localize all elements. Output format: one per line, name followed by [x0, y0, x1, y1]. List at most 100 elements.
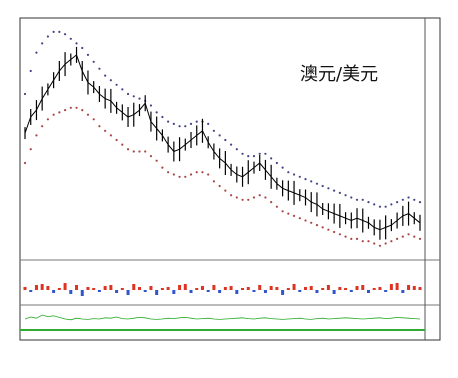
upper-channel-point	[281, 166, 284, 169]
indicator-bar	[172, 290, 176, 294]
upper-channel-point	[378, 205, 382, 208]
lower-channel-point	[81, 109, 84, 112]
indicator-bar	[103, 286, 107, 290]
upper-channel-point	[333, 189, 336, 192]
indicator-bars-group	[23, 283, 422, 296]
indicator-bar	[269, 286, 273, 290]
lower-channel-point	[207, 173, 210, 176]
indicator-bar	[46, 286, 50, 290]
lower-channel-point	[384, 242, 387, 245]
upper-channel-point	[81, 46, 84, 50]
upper-channel-point	[224, 138, 227, 142]
indicator-bar	[384, 290, 388, 292]
indicator-bar	[338, 287, 342, 290]
upper-channel-point	[92, 60, 95, 63]
lower-channel-point	[350, 237, 353, 240]
indicator-bar	[155, 290, 159, 295]
lower-channel-point	[378, 244, 382, 247]
upper-channel-point	[315, 182, 319, 185]
upper-channel-point	[275, 161, 278, 165]
indicator-bar	[69, 290, 73, 294]
chart-border	[19, 17, 441, 341]
upper-channel-point	[304, 178, 307, 181]
lower-channel-point	[418, 237, 422, 240]
upper-channel-point	[292, 173, 296, 176]
indicator-bar	[149, 286, 153, 290]
upper-channel-point	[161, 115, 164, 119]
lower-channel-point	[86, 113, 90, 116]
indicator-bar	[223, 287, 227, 290]
lower-channel-point	[104, 129, 107, 132]
lower-channel-point	[63, 109, 67, 112]
lower-channel-point	[327, 228, 330, 231]
upper-channel-point	[121, 88, 124, 91]
lower-channel-point	[287, 212, 290, 215]
indicator-bar	[23, 287, 27, 290]
lower-channel-point	[241, 198, 244, 201]
lower-channel-point	[292, 214, 296, 217]
lower-channel-point	[247, 198, 250, 201]
upper-channel-point	[184, 125, 187, 128]
lower-channel-point	[138, 150, 141, 153]
upper-channel-point	[247, 155, 250, 158]
indicator-bar	[252, 290, 256, 292]
indicator-bar	[235, 290, 239, 294]
lower-channel-point	[189, 173, 193, 176]
indicator-bar	[298, 290, 302, 292]
upper-channel-point	[75, 42, 78, 45]
upper-channel-point	[401, 198, 404, 201]
lower-channel-point	[235, 196, 238, 199]
upper-channel-point	[310, 180, 313, 183]
indicator-bar	[34, 285, 38, 290]
lower-channel-point	[338, 233, 341, 236]
indicator-bar	[315, 290, 319, 293]
indicator-bar	[178, 285, 182, 290]
upper-channel-point	[104, 74, 107, 77]
upper-channel-point	[207, 122, 210, 125]
upper-channel-point	[241, 152, 244, 155]
volume-line-group	[24, 314, 421, 321]
upper-channel-point	[252, 155, 256, 158]
indicator-bar	[126, 290, 130, 295]
indicator-bar	[40, 284, 44, 290]
lower-channel-point	[184, 175, 187, 178]
lower-channel-point	[126, 148, 130, 151]
lower-channel-point	[132, 150, 135, 153]
lower-channel-point	[92, 118, 95, 121]
lower-channel-point	[252, 196, 256, 199]
lower-channel-point	[275, 205, 278, 208]
lower-channel-point	[304, 219, 307, 222]
upper-channel-point	[98, 67, 101, 70]
upper-channel-point	[218, 134, 221, 137]
lower-channel-point	[35, 134, 38, 137]
upper-channel-point	[229, 143, 233, 146]
upper-channel-point	[327, 187, 330, 190]
lower-channel-point	[413, 235, 416, 238]
indicator-bar	[309, 286, 313, 290]
lower-channel-point	[281, 210, 284, 213]
lower-channel-point	[212, 180, 216, 183]
upper-channel-point	[287, 171, 290, 174]
indicator-bar	[132, 284, 136, 290]
upper-channel-point	[86, 53, 90, 57]
indicator-bar	[401, 290, 405, 293]
indicator-bar	[286, 288, 290, 290]
lower-channel-point	[344, 235, 347, 238]
upper-channel-point	[149, 104, 153, 107]
upper-channel-point	[46, 35, 49, 38]
indicator-bar	[344, 288, 348, 290]
lower-channel-point	[121, 143, 124, 146]
lower-channel-point	[315, 224, 319, 227]
indicator-bar	[80, 290, 84, 296]
upper-channel-point	[367, 201, 370, 204]
upper-channel-point	[264, 152, 267, 155]
upper-channel-point	[29, 69, 32, 73]
lower-channel-point	[218, 184, 221, 188]
indicator-bar	[115, 290, 119, 293]
lower-channel-point	[195, 171, 198, 174]
upper-channel-point	[63, 33, 67, 36]
lower-channel-group	[23, 106, 422, 247]
lower-channel-point	[224, 189, 227, 192]
indicator-bar	[326, 285, 330, 290]
upper-channel-point	[109, 79, 112, 82]
